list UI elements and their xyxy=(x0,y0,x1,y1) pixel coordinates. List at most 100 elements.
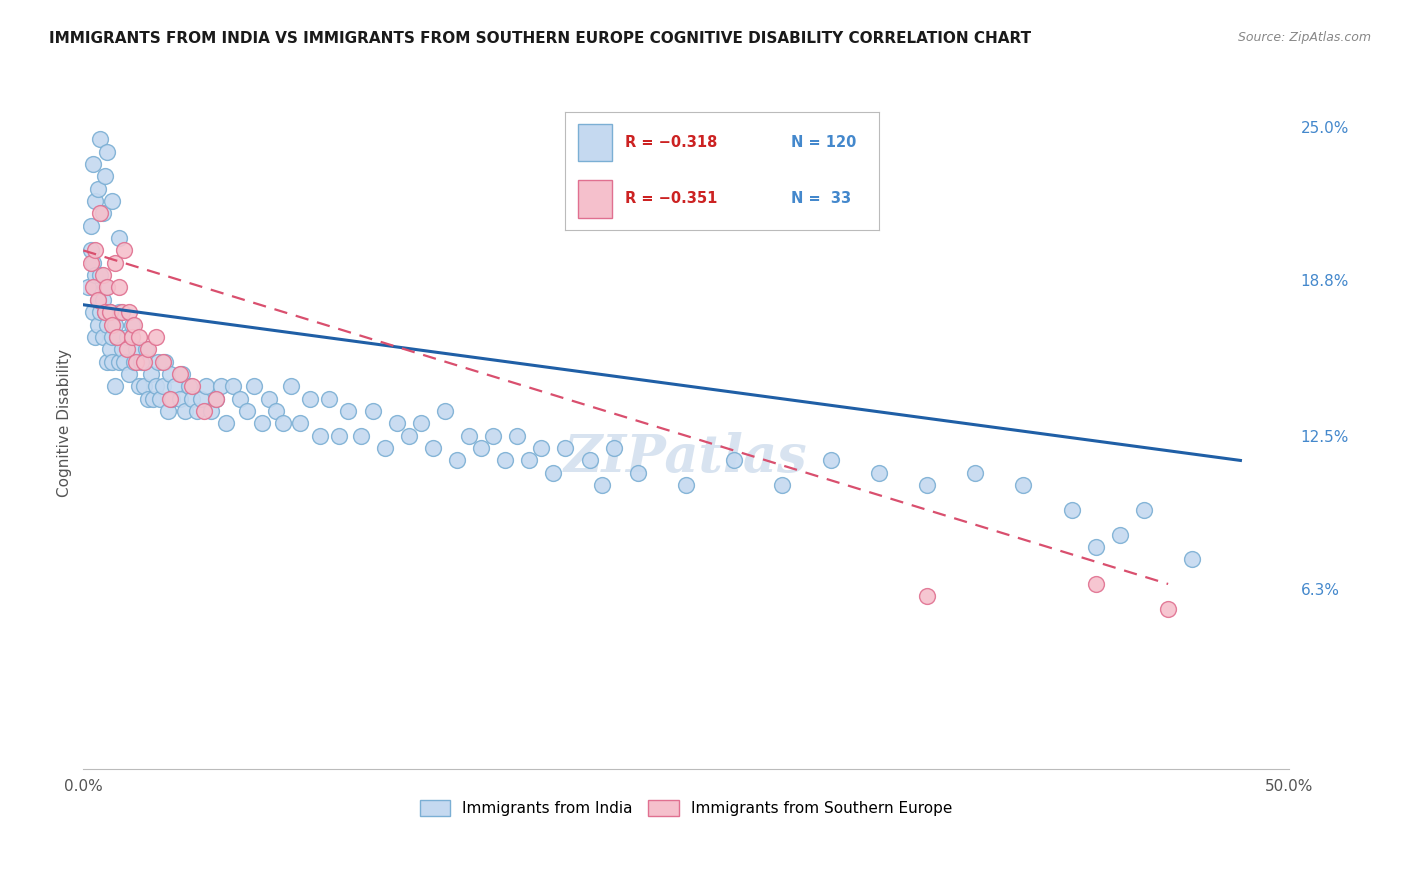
Point xyxy=(506,428,529,442)
Point xyxy=(77,280,100,294)
Point xyxy=(101,318,124,332)
Point xyxy=(146,354,169,368)
Point xyxy=(145,379,167,393)
Point xyxy=(94,305,117,319)
Point xyxy=(138,343,160,357)
Point xyxy=(79,244,101,258)
Point xyxy=(135,343,157,357)
Point xyxy=(108,231,131,245)
Point xyxy=(152,379,174,393)
Point xyxy=(470,441,492,455)
Point xyxy=(155,354,177,368)
Point xyxy=(915,478,938,492)
Point xyxy=(139,367,162,381)
Point xyxy=(108,354,131,368)
Point xyxy=(602,441,624,455)
Point xyxy=(108,305,131,319)
Point xyxy=(132,354,155,368)
Point xyxy=(94,305,117,319)
Point xyxy=(125,343,148,357)
Point xyxy=(308,428,330,442)
Point xyxy=(554,441,576,455)
Point xyxy=(91,293,114,307)
Point xyxy=(82,157,104,171)
Point xyxy=(101,330,124,344)
Point xyxy=(156,404,179,418)
Point xyxy=(868,466,890,480)
Point xyxy=(89,268,111,282)
Point xyxy=(108,280,131,294)
Point xyxy=(179,379,201,393)
Point xyxy=(180,379,202,393)
Point xyxy=(209,379,232,393)
Point xyxy=(361,404,384,418)
Point xyxy=(138,392,160,406)
Point xyxy=(94,169,117,184)
Point xyxy=(280,379,302,393)
Point xyxy=(84,244,107,258)
Point xyxy=(118,367,141,381)
Point xyxy=(115,330,138,344)
Point xyxy=(96,318,118,332)
Point xyxy=(723,453,745,467)
Point xyxy=(591,478,613,492)
Point xyxy=(1060,503,1083,517)
Point xyxy=(494,453,516,467)
Point xyxy=(145,330,167,344)
Point xyxy=(162,392,184,406)
Point xyxy=(111,343,134,357)
Point xyxy=(125,354,148,368)
Point xyxy=(82,305,104,319)
Point xyxy=(89,305,111,319)
Point xyxy=(101,194,124,208)
Point xyxy=(79,219,101,233)
Point xyxy=(111,305,134,319)
Point xyxy=(172,367,194,381)
Point xyxy=(328,428,350,442)
Point xyxy=(180,392,202,406)
Point xyxy=(349,428,371,442)
Point xyxy=(84,194,107,208)
Point xyxy=(89,206,111,220)
Point xyxy=(273,417,295,431)
Point xyxy=(1181,552,1204,566)
Point xyxy=(195,379,218,393)
Text: Source: ZipAtlas.com: Source: ZipAtlas.com xyxy=(1237,31,1371,45)
Point xyxy=(163,379,186,393)
Point xyxy=(122,318,145,332)
Point xyxy=(96,145,118,159)
Point xyxy=(190,392,212,406)
Point xyxy=(205,392,228,406)
Point xyxy=(89,132,111,146)
Point xyxy=(820,453,842,467)
Point xyxy=(96,280,118,294)
Point xyxy=(104,379,127,393)
Point xyxy=(82,280,104,294)
Point xyxy=(1084,577,1107,591)
Point xyxy=(543,466,565,480)
Point xyxy=(1012,478,1035,492)
Point xyxy=(87,181,110,195)
Point xyxy=(91,268,114,282)
Point xyxy=(169,367,191,381)
Point xyxy=(129,354,152,368)
Point xyxy=(94,280,117,294)
Point xyxy=(1133,503,1156,517)
Point xyxy=(128,379,150,393)
Point xyxy=(517,453,540,467)
Point xyxy=(243,379,266,393)
Point xyxy=(398,428,420,442)
Point xyxy=(98,305,121,319)
Point xyxy=(118,305,141,319)
Point xyxy=(98,343,121,357)
Point xyxy=(433,404,456,418)
Point xyxy=(222,379,245,393)
Point xyxy=(104,256,127,270)
Point xyxy=(965,466,987,480)
Point xyxy=(446,453,468,467)
Point xyxy=(229,392,252,406)
Text: IMMIGRANTS FROM INDIA VS IMMIGRANTS FROM SOUTHERN EUROPE COGNITIVE DISABILITY CO: IMMIGRANTS FROM INDIA VS IMMIGRANTS FROM… xyxy=(49,31,1032,46)
Point xyxy=(422,441,444,455)
Point xyxy=(257,392,280,406)
Point xyxy=(91,206,114,220)
